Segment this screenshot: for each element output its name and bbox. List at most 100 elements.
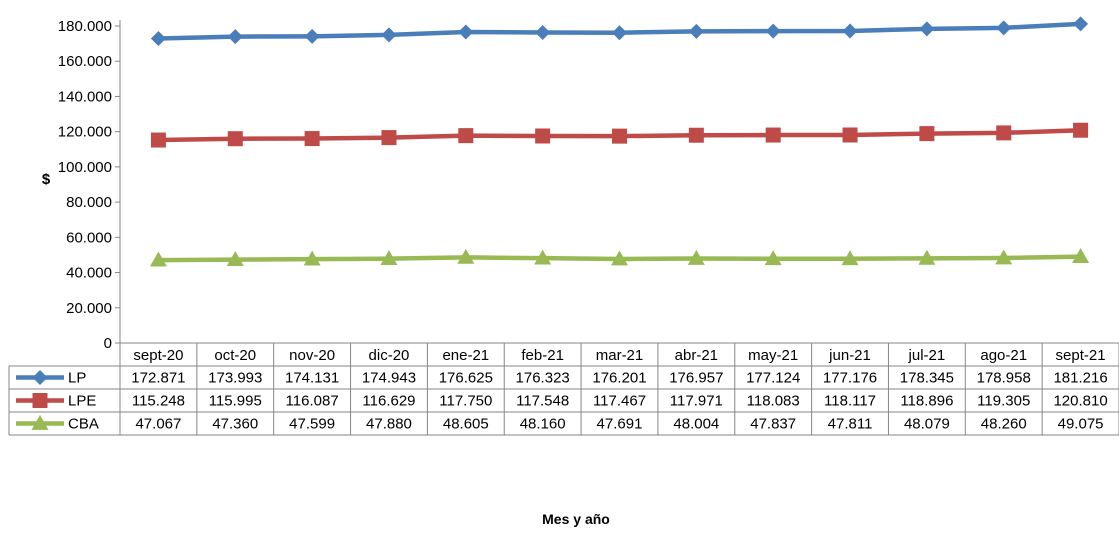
data-point bbox=[1073, 16, 1089, 32]
y-tick-label: 40.000 bbox=[66, 265, 112, 282]
data-label: 176.201 bbox=[592, 370, 646, 387]
data-label: 173.993 bbox=[208, 370, 262, 387]
data-label: 117.467 bbox=[593, 393, 646, 410]
y-tick-label: 100.000 bbox=[58, 159, 112, 176]
x-tick-label: sept-21 bbox=[1056, 347, 1106, 364]
data-point bbox=[303, 250, 321, 266]
data-point bbox=[1072, 248, 1090, 263]
data-point bbox=[918, 249, 936, 265]
data-point bbox=[534, 249, 552, 265]
data-point bbox=[381, 130, 397, 146]
x-axis-label: Mes y año bbox=[542, 511, 610, 527]
data-point bbox=[226, 251, 244, 266]
data-point bbox=[381, 27, 397, 43]
x-tick-label: oct-20 bbox=[214, 347, 256, 364]
data-label: 176.323 bbox=[516, 370, 570, 387]
data-label: 118.117 bbox=[824, 393, 876, 410]
data-point bbox=[150, 31, 166, 47]
y-tick-label: 80.000 bbox=[66, 194, 112, 211]
x-tick-label: dic-20 bbox=[369, 347, 410, 364]
x-tick-label: jun-21 bbox=[828, 347, 871, 364]
data-point bbox=[304, 131, 320, 147]
x-tick-label: nov-20 bbox=[289, 347, 335, 364]
x-tick-label: abr-21 bbox=[675, 347, 718, 364]
data-label: 115.248 bbox=[132, 393, 185, 410]
data-point bbox=[150, 132, 166, 148]
data-point bbox=[919, 126, 935, 142]
data-label: 117.971 bbox=[670, 393, 723, 410]
data-point bbox=[535, 24, 551, 40]
data-point bbox=[227, 29, 243, 45]
data-label: 47.811 bbox=[828, 416, 873, 433]
data-point bbox=[611, 250, 628, 266]
data-label: 47.837 bbox=[750, 416, 796, 433]
data-label: 116.629 bbox=[362, 393, 415, 410]
y-tick-label: 0 bbox=[104, 335, 112, 352]
data-label: 178.345 bbox=[900, 370, 954, 387]
chart-series bbox=[149, 16, 1090, 267]
data-label: 118.896 bbox=[900, 393, 953, 410]
data-label: 174.943 bbox=[362, 370, 416, 387]
data-point bbox=[458, 128, 474, 144]
data-label: 47.599 bbox=[289, 416, 335, 433]
x-tick-label: sept-20 bbox=[133, 347, 183, 364]
data-label: 117.750 bbox=[439, 393, 492, 410]
series-cba bbox=[149, 248, 1090, 267]
legend-label: LP bbox=[68, 370, 86, 387]
data-label: 48.260 bbox=[981, 416, 1027, 433]
data-label: 172.871 bbox=[131, 370, 185, 387]
data-label: 115.995 bbox=[209, 393, 262, 410]
y-tick-label: 140.000 bbox=[58, 88, 112, 105]
data-point bbox=[919, 21, 935, 37]
data-label: 181.216 bbox=[1053, 370, 1107, 387]
x-tick-label: ago-21 bbox=[980, 347, 1027, 364]
data-point bbox=[304, 28, 320, 44]
data-point bbox=[1073, 122, 1089, 138]
x-tick-label: feb-21 bbox=[521, 347, 564, 364]
data-point bbox=[841, 250, 859, 266]
y-tick-label: 160.000 bbox=[58, 53, 112, 70]
data-label: 178.958 bbox=[977, 370, 1031, 387]
data-label: 177.176 bbox=[823, 370, 877, 387]
data-point bbox=[842, 23, 858, 39]
data-point bbox=[227, 131, 243, 147]
data-point bbox=[612, 128, 627, 144]
data-point bbox=[31, 415, 49, 430]
data-label: 174.131 bbox=[285, 370, 339, 387]
legend-label: LPE bbox=[68, 393, 96, 410]
data-point bbox=[764, 250, 782, 266]
data-point bbox=[32, 370, 48, 385]
legend-label: CBA bbox=[68, 416, 99, 433]
data-point bbox=[765, 23, 781, 39]
data-point bbox=[612, 25, 627, 41]
data-label: 48.160 bbox=[520, 416, 566, 433]
y-tick-label: 60.000 bbox=[66, 229, 112, 246]
data-label: 48.004 bbox=[673, 416, 719, 433]
y-tick-label: 20.000 bbox=[66, 300, 112, 317]
data-label: 119.305 bbox=[977, 393, 1030, 410]
data-label: 47.360 bbox=[212, 416, 258, 433]
data-label: 49.075 bbox=[1058, 416, 1104, 433]
data-point bbox=[996, 125, 1012, 141]
x-tick-label: ene-21 bbox=[442, 347, 489, 364]
data-point bbox=[765, 127, 781, 143]
data-point bbox=[457, 248, 475, 264]
data-label: 120.810 bbox=[1053, 393, 1107, 410]
data-label: 118.083 bbox=[747, 393, 800, 410]
data-label: 48.079 bbox=[904, 416, 950, 433]
chart-axes: 0 20.000 40.000 60.000 80.000 100.000 120.000 1… bbox=[58, 18, 121, 352]
data-label: 116.087 bbox=[286, 393, 339, 410]
data-point bbox=[149, 251, 167, 267]
x-tick-label: jul-21 bbox=[908, 347, 946, 364]
data-point bbox=[458, 24, 474, 40]
data-label: 47.880 bbox=[366, 416, 412, 433]
data-point bbox=[996, 20, 1012, 36]
data-point bbox=[535, 128, 551, 144]
data-point bbox=[32, 393, 48, 408]
series-lp bbox=[150, 16, 1089, 47]
data-point bbox=[842, 127, 858, 143]
x-tick-label: may-21 bbox=[748, 347, 798, 364]
data-point bbox=[688, 23, 704, 39]
data-label: 176.625 bbox=[439, 370, 493, 387]
